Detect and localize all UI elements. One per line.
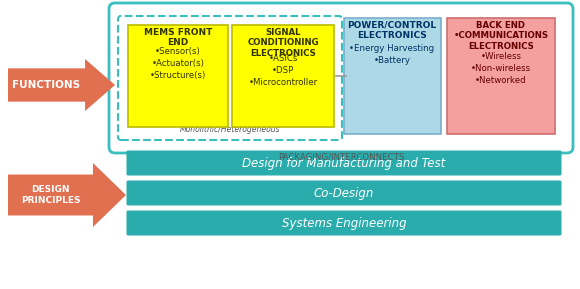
Text: PACKAGING/INTERCONNECTS: PACKAGING/INTERCONNECTS bbox=[278, 153, 404, 162]
FancyBboxPatch shape bbox=[447, 18, 555, 134]
FancyBboxPatch shape bbox=[128, 25, 228, 127]
FancyBboxPatch shape bbox=[126, 210, 561, 236]
Text: Co-Design: Co-Design bbox=[314, 186, 374, 199]
Text: POWER/CONTROL
ELECTRONICS: POWER/CONTROL ELECTRONICS bbox=[347, 21, 437, 40]
Text: •Energy Harvesting
•Battery: •Energy Harvesting •Battery bbox=[349, 44, 434, 65]
Text: BACK END
•COMMUNICATIONS
ELECTRONICS: BACK END •COMMUNICATIONS ELECTRONICS bbox=[454, 21, 549, 51]
FancyBboxPatch shape bbox=[344, 18, 441, 134]
Text: •Wireless
•Non-wireless
•Networked: •Wireless •Non-wireless •Networked bbox=[471, 52, 531, 85]
Polygon shape bbox=[8, 163, 126, 227]
Polygon shape bbox=[8, 59, 115, 111]
Text: SIGNAL
CONDITIONING
ELECTRONICS: SIGNAL CONDITIONING ELECTRONICS bbox=[247, 28, 319, 58]
FancyBboxPatch shape bbox=[126, 181, 561, 205]
Text: FUNCTIONS: FUNCTIONS bbox=[12, 80, 81, 90]
Text: DESIGN
PRINCIPLES: DESIGN PRINCIPLES bbox=[21, 185, 80, 205]
FancyBboxPatch shape bbox=[232, 25, 334, 127]
Text: •Sensor(s)
•Actuator(s)
•Structure(s): •Sensor(s) •Actuator(s) •Structure(s) bbox=[150, 47, 206, 79]
Text: MEMS FRONT
END: MEMS FRONT END bbox=[144, 28, 212, 47]
FancyBboxPatch shape bbox=[126, 151, 561, 175]
Text: Systems Engineering: Systems Engineering bbox=[282, 216, 407, 229]
Text: Monolithic/Heterogeneous: Monolithic/Heterogeneous bbox=[180, 125, 280, 134]
FancyBboxPatch shape bbox=[109, 3, 573, 153]
Text: Design for Manufacturing and Test: Design for Manufacturing and Test bbox=[242, 157, 445, 170]
Text: •ASICs
•DSP
•Microcontroller: •ASICs •DSP •Microcontroller bbox=[248, 54, 318, 87]
